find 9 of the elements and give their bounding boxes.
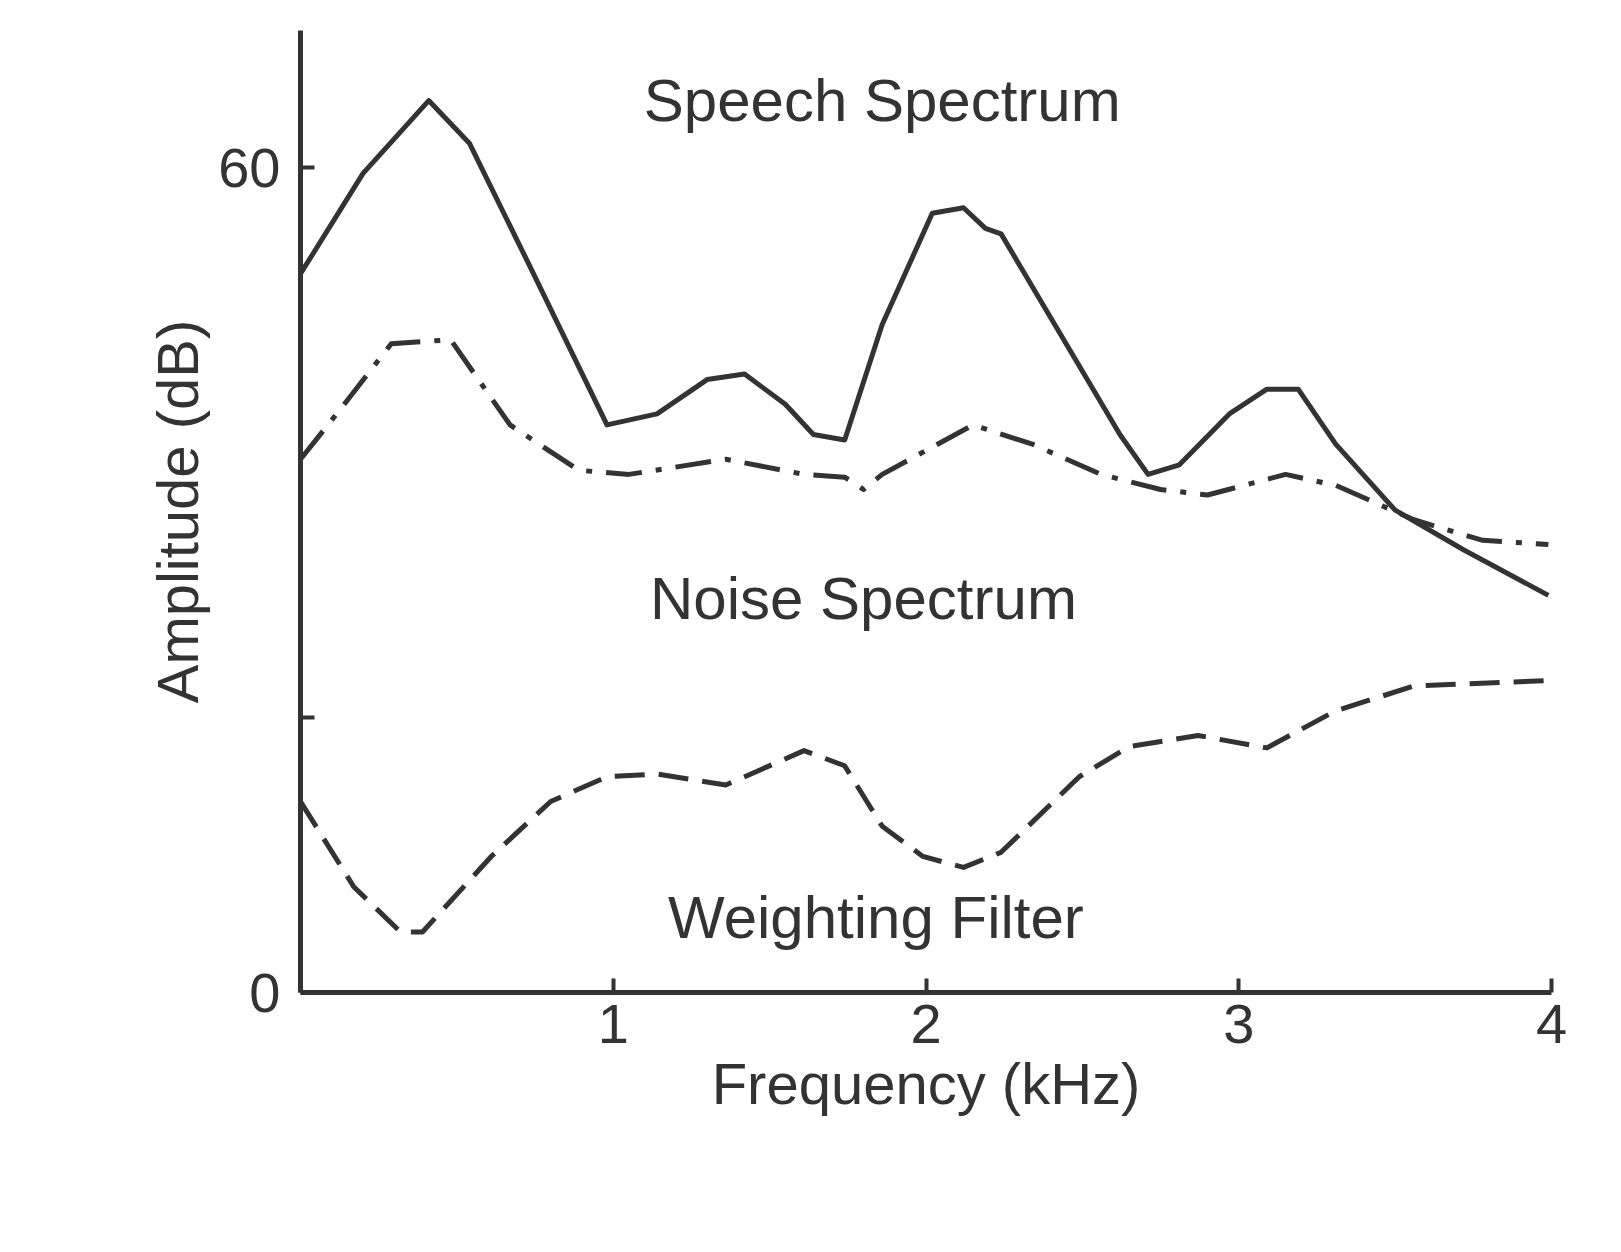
y-tick-label: 60 [218, 135, 281, 199]
x-tick-label: 1 [597, 991, 629, 1055]
text: Speech Spectrum [643, 67, 1121, 135]
x-tick-label: 3 [1223, 991, 1255, 1055]
series-label: Weighting Filter [668, 883, 1084, 951]
y-tick-label: 0 [249, 960, 281, 1024]
x-tick-label: 4 [1535, 991, 1568, 1055]
y-axis-title: Amplitude (dB) [145, 319, 211, 704]
series-label: Noise Spectrum [650, 564, 1077, 632]
